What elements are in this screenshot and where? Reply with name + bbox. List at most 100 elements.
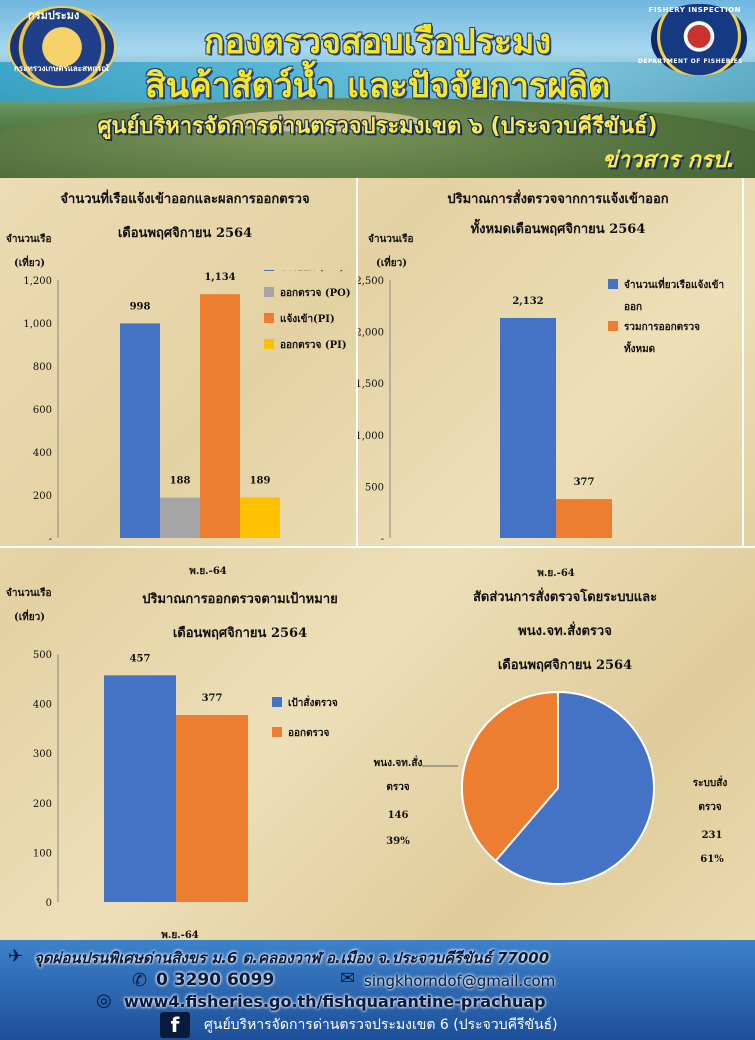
chart3-ytick: 200 — [33, 799, 52, 810]
chart1-xtick: พ.ย.-64 — [189, 566, 227, 577]
chart2-legend-label-cont: ออก — [624, 302, 642, 313]
chart1-data-label: 189 — [250, 475, 271, 486]
chart3-data-label: 457 — [130, 653, 151, 664]
page-title-line2: สินค้าสัตว์น้ำ และปัจจัยการผลิต — [144, 66, 611, 106]
chart3-xtick: พ.ย.-64 — [161, 930, 199, 940]
footer-website[interactable]: www4.fisheries.go.th/fishquarantine-prac… — [124, 992, 546, 1011]
chart1-legend-label: แจ้งเข้า(PI) — [280, 313, 335, 325]
chart2-ylabel-line2: (เที่ยว) — [376, 258, 407, 269]
chart2-bar-2 — [556, 499, 612, 538]
footer-phone: 0 3290 6099 — [156, 970, 275, 990]
chart1-legend-swatch — [264, 339, 274, 349]
sea-background — [0, 62, 755, 102]
chart2-data-label: 2,132 — [512, 296, 543, 307]
contact-footer: ✈ จุดผ่อนปรนพิเศษด่านสิงขร ม.6 ต.คลองวาฬ… — [0, 940, 755, 1040]
footer-email[interactable]: singkhorndof@gmail.com — [364, 972, 556, 990]
header-banner: กรมประมง กระทรวงเกษตรและสหกรณ์ FISHERY I… — [0, 0, 755, 178]
fishery-inspection-logo — [651, 4, 747, 76]
logo-left-bottom-text: กระทรวงเกษตรและสหกรณ์ — [14, 64, 109, 73]
chart4-slice2-label: พนง.จท.สั่ง — [374, 755, 423, 769]
chart1-legend-label: ออกตรวจ (PI) — [280, 340, 347, 351]
chart1-ylabel-line1: จำนวนเรือ — [6, 234, 52, 245]
chart1-bar-2 — [160, 497, 200, 538]
chart1-ytick: 1,000 — [23, 319, 52, 330]
globe-icon: ◎ — [96, 990, 112, 1011]
chart1-legend-label: ออกตรวจ (PO) — [280, 288, 351, 299]
chart4-slice1-percent: 61% — [700, 854, 724, 865]
chart2-ylabel-line1: จำนวนเรือ — [368, 234, 414, 245]
email-icon: ✉ — [340, 968, 356, 989]
chart4-slice2-percent: 39% — [386, 836, 410, 847]
chart2-ytick: 1,500 — [358, 379, 384, 390]
chart2-ytick: 2,500 — [358, 276, 384, 287]
facebook-icon: f — [160, 1012, 190, 1038]
chart3-bar-1 — [104, 675, 176, 902]
chart3-legend-swatch — [272, 697, 282, 707]
chart2-bar-1 — [500, 317, 556, 538]
page-title-line1: กองตรวจสอบเรือประมง — [203, 22, 552, 62]
chart3-bar-2 — [176, 715, 248, 902]
chart2-legend-swatch — [608, 321, 618, 331]
divider-vertical — [356, 178, 358, 548]
chart1-bar-1 — [120, 323, 160, 538]
chart3-title-line1: ปริมาณการออกตรวจตามเป้าหมาย — [142, 592, 338, 607]
chart3-data-label: 377 — [202, 693, 223, 704]
chart3-title-line2: เดือนพฤศจิกายน 2564 — [172, 626, 308, 641]
chart1-data-label: 188 — [170, 476, 191, 487]
chart3-ytick: 500 — [33, 650, 52, 661]
chart2-legend-label-cont: ทั้งหมด — [624, 341, 655, 355]
chart1-legend-swatch — [264, 313, 274, 323]
chart3-ylabel-line1: จำนวนเรือ — [6, 588, 52, 599]
chart4-slice-2 — [461, 690, 559, 863]
chart2-legend-swatch — [608, 279, 618, 289]
chart2-ytick: 1,000 — [358, 431, 384, 442]
chart1-bar-3 — [200, 294, 240, 538]
chart1-ytick: - — [49, 534, 52, 545]
chart1-ytick: 800 — [33, 362, 52, 373]
chart2-title-line2: ทั้งหมดเดือนพฤศจิกายน 2564 — [470, 222, 646, 237]
chart4-slice1-label: ระบบสั่ง — [693, 775, 728, 789]
chart2-ytick: - — [381, 534, 384, 545]
chart-inspection-orders: - 500 1,000 1,500 2,000 2,500 2,132 377 พ.ย.-64 จ… — [358, 276, 724, 579]
chart1-legend-label: แจ้งออก (PO) — [280, 270, 344, 273]
phone-icon: ✆ — [132, 970, 148, 991]
footer-address: จุดผ่อนปรนพิเศษด่านสิงขร ม.6 ต.คลองวาฬ อ… — [34, 949, 550, 967]
chart3-ytick: 300 — [33, 749, 52, 760]
chart1-ytick: 600 — [33, 405, 52, 416]
divider-horizontal — [0, 546, 755, 548]
chart4-slice-1 — [494, 690, 655, 885]
chart2-title-line1: ปริมาณการสั่งตรวจจากการแจ้งเข้าออก — [447, 192, 669, 207]
chart2-legend-label: จำนวนเที่ยวเรือแจ้งเข้า — [624, 277, 724, 291]
chart1-ytick: 200 — [33, 491, 52, 502]
chart1-legend-swatch — [264, 270, 274, 271]
logo-right-bottom-text: DEPARTMENT OF FISHERIES — [637, 58, 743, 65]
chart1-ytick: 400 — [33, 448, 52, 459]
chart3-ytick: 100 — [33, 848, 52, 859]
chart1-title-line1: จำนวนที่เรือแจ้งเข้าออกและผลการออกตรวจ — [60, 192, 310, 207]
chart4-slice2-value: 146 — [388, 810, 409, 821]
chart-boats-in-out: - 200 400 600 800 1,000 1,200 998 188 1,134 189 พ.ย… — [23, 270, 351, 577]
footer-facebook[interactable]: ศูนย์บริหารจัดการด่านตรวจประมงเขต 6 (ประ… — [204, 1017, 558, 1033]
chart2-xtick: พ.ย.-64 — [537, 568, 575, 579]
news-tag: ข่าวสาร กรป. — [602, 148, 735, 173]
chart3-ylabel-line2: (เที่ยว) — [14, 612, 45, 623]
chart3-legend-label: เป้าสั่งตรวจ — [288, 695, 338, 709]
chart3-legend-swatch — [272, 727, 282, 737]
beach-background — [220, 110, 420, 132]
chart2-ytick: 2,000 — [358, 328, 384, 339]
chart2-data-label: 377 — [574, 477, 595, 488]
chart4-title-line1: สัดส่วนการสั่งตรวจโดยระบบและ — [472, 590, 658, 605]
chart4-slice1-value: 231 — [702, 830, 723, 841]
logo-right-top-text: FISHERY INSPECTION — [648, 6, 741, 14]
chart1-data-label: 1,134 — [204, 272, 235, 283]
chart2-legend-label: รวมการออกตรวจ — [624, 322, 700, 333]
chart1-legend-swatch — [264, 287, 274, 297]
chart3-ytick: 400 — [33, 700, 52, 711]
chart4-slice1-label-cont: ตรวจ — [698, 802, 721, 813]
chart1-ylabel-line2: (เที่ยว) — [14, 258, 45, 269]
chart-inspection-target: 0 100 200 300 400 500 457 377 พ.ย.-64 เป้าสั่งตรว… — [33, 650, 338, 940]
chart2-ytick: 500 — [365, 482, 384, 493]
chart1-data-label: 998 — [130, 301, 151, 312]
chart3-ytick: 0 — [46, 898, 52, 909]
